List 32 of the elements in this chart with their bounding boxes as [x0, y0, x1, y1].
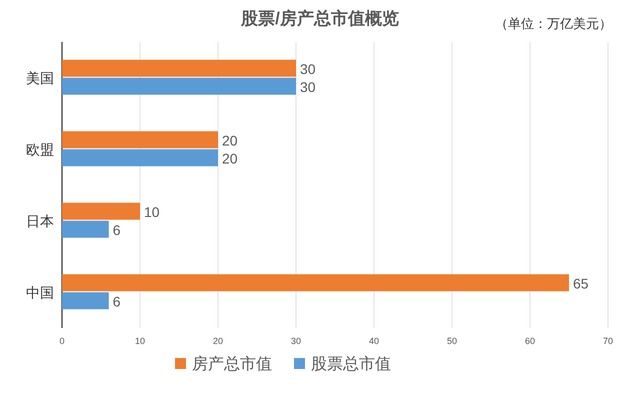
- data-label: 10: [144, 204, 160, 220]
- x-tick-label: 20: [212, 336, 224, 346]
- chart-title: 股票/房产总市值概览: [240, 9, 399, 28]
- bar: [62, 131, 218, 148]
- x-tick-label: 60: [524, 336, 536, 346]
- legend-label: 股票总市值: [311, 355, 391, 373]
- data-label: 30: [300, 78, 316, 95]
- y-tick-label: 美国: [26, 70, 54, 86]
- text: （单位：万亿美元）: [495, 16, 612, 31]
- data-label: 65: [573, 275, 589, 292]
- bar: [62, 202, 140, 220]
- bar: [62, 292, 109, 310]
- y-tick-label: 中国: [26, 284, 54, 300]
- data-label: 6: [112, 293, 121, 310]
- x-tick-label: 30: [290, 336, 302, 346]
- data-label: 30: [300, 60, 316, 77]
- x-tick-label: 10: [134, 336, 146, 346]
- x-tick-label: 40: [368, 336, 380, 346]
- data-label: 20: [222, 132, 238, 148]
- x-tick-label: 50: [446, 336, 458, 346]
- x-tick-label: 70: [602, 336, 614, 346]
- x-tick-label: 0: [59, 336, 65, 346]
- legend-label: 房产总市值: [192, 355, 272, 373]
- bar: [62, 60, 296, 77]
- bar: [62, 149, 218, 166]
- y-tick-label: 日本: [26, 212, 54, 229]
- bar: [62, 274, 569, 292]
- bar: [62, 78, 296, 95]
- bar: [62, 220, 109, 238]
- data-label: 20: [222, 150, 238, 166]
- y-tick-label: 欧盟: [26, 141, 54, 158]
- data-label: 6: [112, 222, 121, 238]
